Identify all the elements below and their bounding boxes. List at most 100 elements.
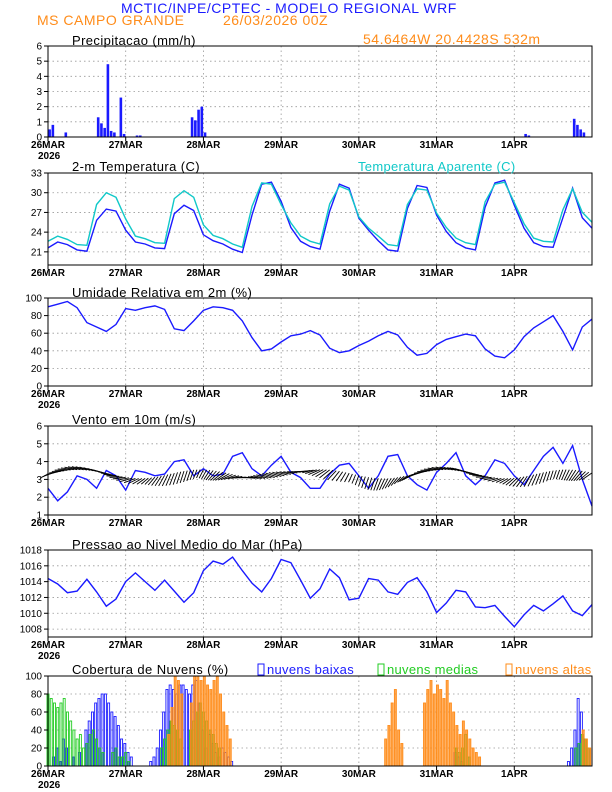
wind-arrow: [179, 470, 185, 484]
temp-ytick-label: 24: [31, 228, 43, 239]
wind-line-main: [47, 443, 593, 507]
wind-ytick-label: 4: [36, 457, 42, 468]
wind-xtick-label: 27MAR: [109, 518, 144, 529]
cloud-bar-low: [103, 693, 107, 767]
wind-arrow: [201, 469, 208, 480]
press-frame: [47, 549, 593, 638]
cloud-bar-high: [397, 729, 401, 767]
precip-ytick-label: 5: [36, 57, 42, 68]
rh-frame: [47, 297, 593, 387]
precip-xtick-label: 31MAR: [420, 140, 455, 151]
press-xtick-label: 27MAR: [109, 640, 144, 651]
cloud-bar-mid: [59, 702, 63, 767]
clouds-ytick-label: 80: [31, 690, 43, 701]
wind-arrow: [231, 476, 243, 479]
station-name: MS CAMPO GRANDE: [37, 12, 185, 28]
precip-bar: [190, 117, 194, 137]
cloud-bar-high: [429, 680, 433, 767]
precip-ytick-label: 3: [36, 87, 42, 98]
cloud-legend-label: nuvens medias: [387, 662, 479, 677]
wind-arrow: [555, 469, 561, 480]
figure-title: MCTIC/INPE/CPTEC - MODELO REGIONAL WRF: [121, 0, 457, 16]
wind-arrow: [161, 474, 169, 487]
wind-arrow: [393, 476, 402, 485]
wind-xtick-label: 30MAR: [342, 518, 377, 529]
cloud-bar-high: [471, 747, 475, 767]
wind-arrow: [279, 471, 291, 475]
rh-ytick-label: 20: [31, 364, 43, 375]
wind-arrow: [192, 469, 198, 480]
clouds-xtick-label: 26MAR: [31, 769, 66, 780]
cloud-bar-high: [426, 689, 430, 767]
wind-arrow: [217, 473, 230, 481]
wind-arrow: [468, 473, 482, 477]
precip-bar: [96, 117, 100, 137]
temp-xtick-label: 28MAR: [186, 268, 221, 279]
wind-arrow: [566, 469, 573, 481]
cloud-bar-low: [155, 747, 159, 767]
wind-arrow: [287, 471, 298, 474]
cloud-bar-high: [478, 756, 482, 767]
wind-ytick-label: 6: [36, 422, 42, 433]
wind-arrow: [319, 469, 330, 479]
press-xtick-label: 31MAR: [420, 640, 455, 651]
wind-arrow: [100, 472, 113, 476]
wind-arrow: [417, 470, 431, 473]
wind-arrow: [568, 469, 577, 482]
wind-arrow: [169, 472, 175, 486]
wind-arrow: [57, 468, 71, 471]
precip-bar: [197, 109, 200, 137]
wind-ytick-label: 2: [36, 493, 42, 504]
wind-arrow: [144, 477, 152, 485]
wind-arrow: [207, 470, 217, 481]
cloud-bar-high: [212, 680, 216, 767]
wind-arrow: [265, 472, 279, 478]
temp-xtick-label: 29MAR: [264, 268, 299, 279]
precip-xtick-label: 1APR: [501, 140, 528, 151]
temp-ytick-label: 27: [31, 208, 43, 219]
wind-arrow: [381, 478, 389, 490]
wind-arrow: [491, 477, 502, 483]
wind-arrow: [487, 477, 499, 482]
cloud-bar-low: [129, 756, 133, 767]
cloud-bar-high: [209, 689, 213, 767]
rh-title: Umidade Relativa em 2m (%): [72, 285, 252, 300]
cloud-bar-high: [189, 702, 193, 767]
wind-arrow: [132, 478, 143, 485]
wind-arrow: [561, 469, 567, 481]
rh-ytick-label: 100: [25, 294, 42, 305]
cloud-bar-low: [566, 761, 570, 767]
wind-arrow: [361, 476, 366, 488]
wind-arrow: [479, 476, 492, 480]
wind-arrow: [299, 470, 311, 473]
precip-ytick-label: 2: [36, 102, 42, 113]
press-ytick-label: 1012: [20, 593, 43, 604]
wind-arrow: [136, 477, 146, 485]
precip-xtick-label: 30MAR: [342, 140, 377, 151]
cloud-bar-low: [107, 702, 111, 767]
wind-arrow: [367, 477, 373, 490]
precip-bar: [138, 135, 142, 137]
wind-arrow: [331, 470, 340, 481]
wind-arrow: [215, 472, 227, 481]
wind-arrow: [183, 470, 188, 483]
wind-arrow: [335, 471, 344, 482]
wind-arrow: [189, 469, 195, 481]
cloud-bar-high: [387, 725, 391, 767]
wind-arrow: [259, 473, 272, 479]
wind-arrow: [140, 477, 149, 485]
wind-arrow: [542, 471, 548, 483]
wind-arrow: [210, 471, 220, 481]
wind-arrow: [447, 467, 457, 471]
press-ytick-label: 1018: [20, 546, 43, 557]
cloud-bar-low: [152, 756, 156, 767]
clouds-xtick-label: 28MAR: [186, 769, 221, 780]
clouds-ytick-label: 40: [31, 726, 43, 737]
wind-arrow: [553, 470, 557, 479]
cloud-bar-high: [458, 734, 462, 767]
wind-arrow: [71, 466, 84, 471]
wind-arrow: [558, 469, 564, 480]
temp-apparent-legend: Temperatura Aparente (C): [358, 159, 516, 174]
cloud-bar-high: [455, 725, 459, 767]
